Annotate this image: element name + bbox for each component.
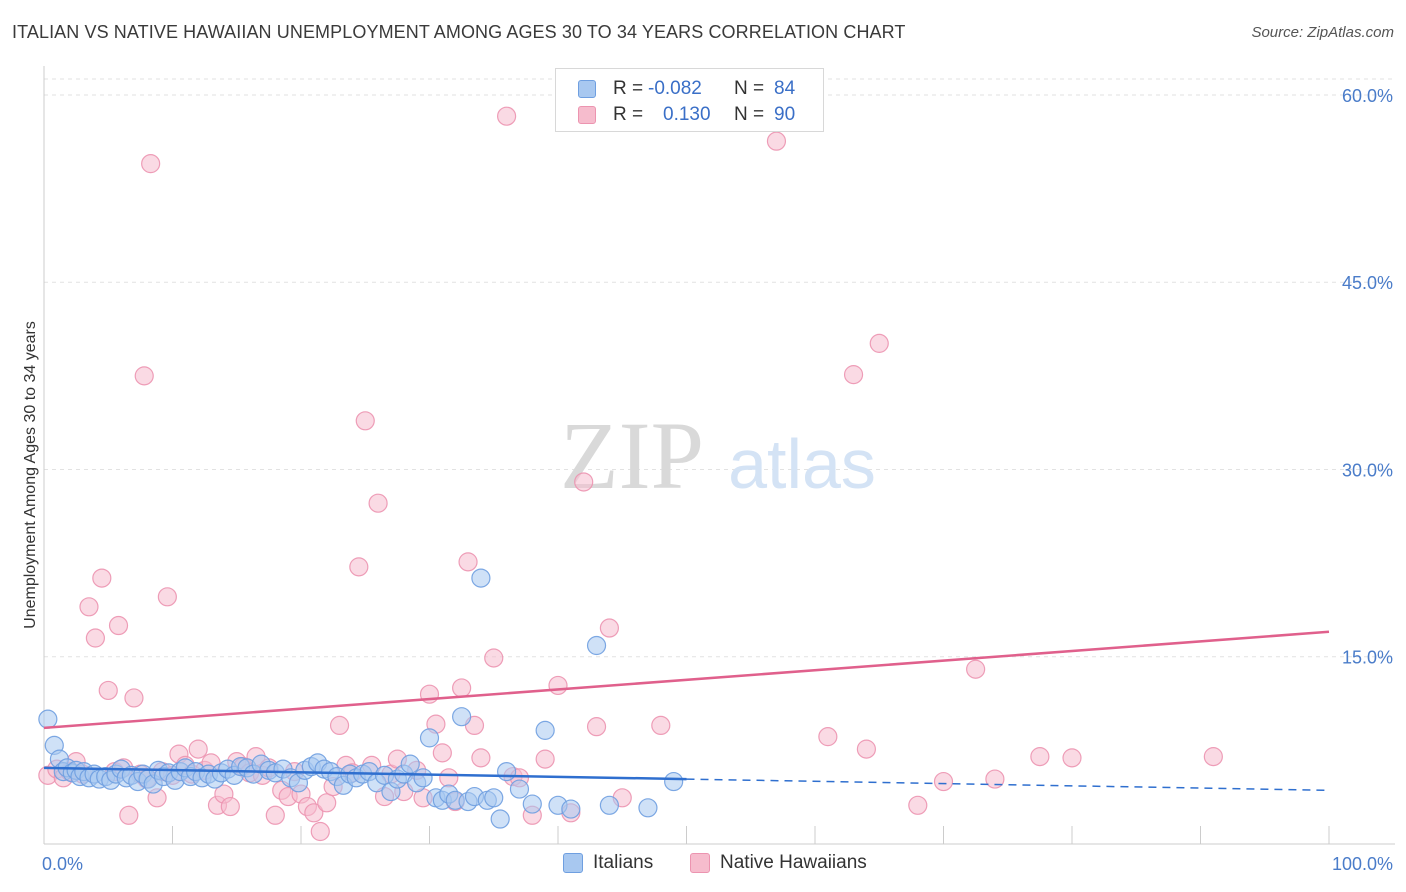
point-italians-78 xyxy=(522,794,542,814)
point-hawaiians-63 xyxy=(432,743,452,763)
legend-swatch-hawaiians xyxy=(578,106,596,124)
bottom-legend-swatch-italians xyxy=(563,853,583,873)
point-hawaiians-9 xyxy=(98,680,118,701)
point-italians-69 xyxy=(452,707,472,727)
point-italians-75 xyxy=(490,809,510,829)
watermark-atlas: atlas xyxy=(728,425,876,503)
x-tick-label-max: 100.0% xyxy=(1332,854,1393,874)
series-italians-points xyxy=(38,568,684,829)
watermark: ZIP atlas xyxy=(560,402,876,509)
point-hawaiians-7 xyxy=(85,628,106,648)
point-italians-79 xyxy=(535,720,555,740)
point-hawaiians-52 xyxy=(355,411,375,431)
legend-r-label: R = xyxy=(613,78,644,99)
trend-layer xyxy=(43,630,1330,792)
point-hawaiians-66 xyxy=(452,678,472,698)
y-axis-label: Unemployment Among Ages 30 to 34 years xyxy=(22,321,39,629)
point-italians-82 xyxy=(586,635,607,656)
trendline-italians-solid xyxy=(43,766,687,781)
point-hawaiians-78 xyxy=(574,472,594,492)
chart-source: Source: ZipAtlas.com xyxy=(1251,24,1394,41)
y-tick-label-2: 45.0% xyxy=(1342,273,1393,293)
bottom-legend-label-hawaiians: Native Hawaiians xyxy=(720,852,867,873)
point-hawaiians-90 xyxy=(966,659,986,679)
point-hawaiians-94 xyxy=(1203,747,1223,767)
stats-legend: R = -0.082 N = 84 R = 0.130 N = 90 xyxy=(555,68,824,132)
point-hawaiians-16 xyxy=(134,366,154,386)
point-hawaiians-71 xyxy=(497,106,517,126)
point-hawaiians-87 xyxy=(869,333,889,353)
point-hawaiians-80 xyxy=(599,618,620,638)
point-hawaiians-86 xyxy=(856,739,877,759)
point-hawaiians-75 xyxy=(535,749,555,769)
point-hawaiians-13 xyxy=(119,805,139,825)
point-italians-61 xyxy=(400,754,420,774)
legend-n-value-italians: 84 xyxy=(774,78,796,99)
point-hawaiians-79 xyxy=(586,717,607,737)
y-tick-label-0: 15.0% xyxy=(1342,648,1393,668)
y-tick-label-1: 30.0% xyxy=(1342,460,1393,480)
point-hawaiians-38 xyxy=(265,805,285,825)
point-hawaiians-84 xyxy=(818,727,838,747)
point-hawaiians-48 xyxy=(329,715,350,736)
point-italians-72 xyxy=(471,568,491,588)
legend-n-label: N = xyxy=(734,78,765,99)
legend-r-label: R = xyxy=(613,104,644,125)
point-italians-74 xyxy=(484,788,504,808)
point-hawaiians-21 xyxy=(157,587,177,607)
point-italians-83 xyxy=(599,795,620,815)
x-tick-label-min: 0.0% xyxy=(42,854,83,874)
labels-layer: 15.0% 30.0% 45.0% 60.0% 0.0% 100.0% Unemployme… xyxy=(22,86,1393,874)
bottom-legend-label-italians: Italians xyxy=(593,852,654,873)
legend-n-label: N = xyxy=(734,104,765,125)
point-hawaiians-69 xyxy=(471,748,491,768)
point-hawaiians-45 xyxy=(310,821,330,842)
point-hawaiians-46 xyxy=(317,793,337,813)
point-hawaiians-70 xyxy=(484,648,504,668)
point-hawaiians-85 xyxy=(843,365,864,385)
point-italians-0 xyxy=(38,709,58,729)
y-tick-label-3: 60.0% xyxy=(1342,86,1393,106)
point-hawaiians-76 xyxy=(548,675,568,696)
axis-layer xyxy=(43,66,1395,845)
point-hawaiians-82 xyxy=(651,715,671,736)
point-italians-76 xyxy=(497,761,517,782)
point-hawaiians-88 xyxy=(908,795,928,815)
point-hawaiians-91 xyxy=(985,769,1005,789)
point-hawaiians-54 xyxy=(368,493,388,513)
watermark-zip: ZIP xyxy=(560,402,704,509)
point-italians-77 xyxy=(509,779,530,799)
point-hawaiians-44 xyxy=(304,803,324,823)
point-hawaiians-11 xyxy=(108,615,129,636)
point-hawaiians-8 xyxy=(92,568,112,588)
legend-n-value-hawaiians: 90 xyxy=(774,104,796,125)
point-hawaiians-18 xyxy=(141,154,161,174)
trendline-italians-dashed xyxy=(686,778,1330,792)
legend-r-value-hawaiians: 0.130 xyxy=(663,104,711,125)
point-hawaiians-93 xyxy=(1062,748,1082,768)
chart-title: ITALIAN VS NATIVE HAWAIIAN UNEMPLOYMENT … xyxy=(12,22,906,42)
bottom-legend-swatch-hawaiians xyxy=(690,853,710,873)
point-hawaiians-83 xyxy=(766,131,787,151)
grid-layer xyxy=(44,78,1395,658)
point-hawaiians-14 xyxy=(124,688,144,708)
point-hawaiians-64 xyxy=(439,768,459,788)
legend-swatch-italians xyxy=(578,80,596,98)
point-italians-81 xyxy=(561,799,581,819)
legend-r-value-italians: -0.082 xyxy=(648,78,702,99)
point-italians-85 xyxy=(664,771,684,792)
point-hawaiians-31 xyxy=(220,796,240,817)
point-hawaiians-67 xyxy=(458,552,478,572)
point-hawaiians-26 xyxy=(188,739,208,759)
point-italians-64 xyxy=(419,728,440,748)
point-italians-84 xyxy=(638,798,658,818)
point-italians-63 xyxy=(413,768,433,788)
point-hawaiians-6 xyxy=(79,597,99,617)
trendline-hawaiians xyxy=(43,630,1330,730)
point-hawaiians-89 xyxy=(933,771,954,792)
point-hawaiians-92 xyxy=(1030,747,1050,767)
point-hawaiians-51 xyxy=(349,557,369,577)
